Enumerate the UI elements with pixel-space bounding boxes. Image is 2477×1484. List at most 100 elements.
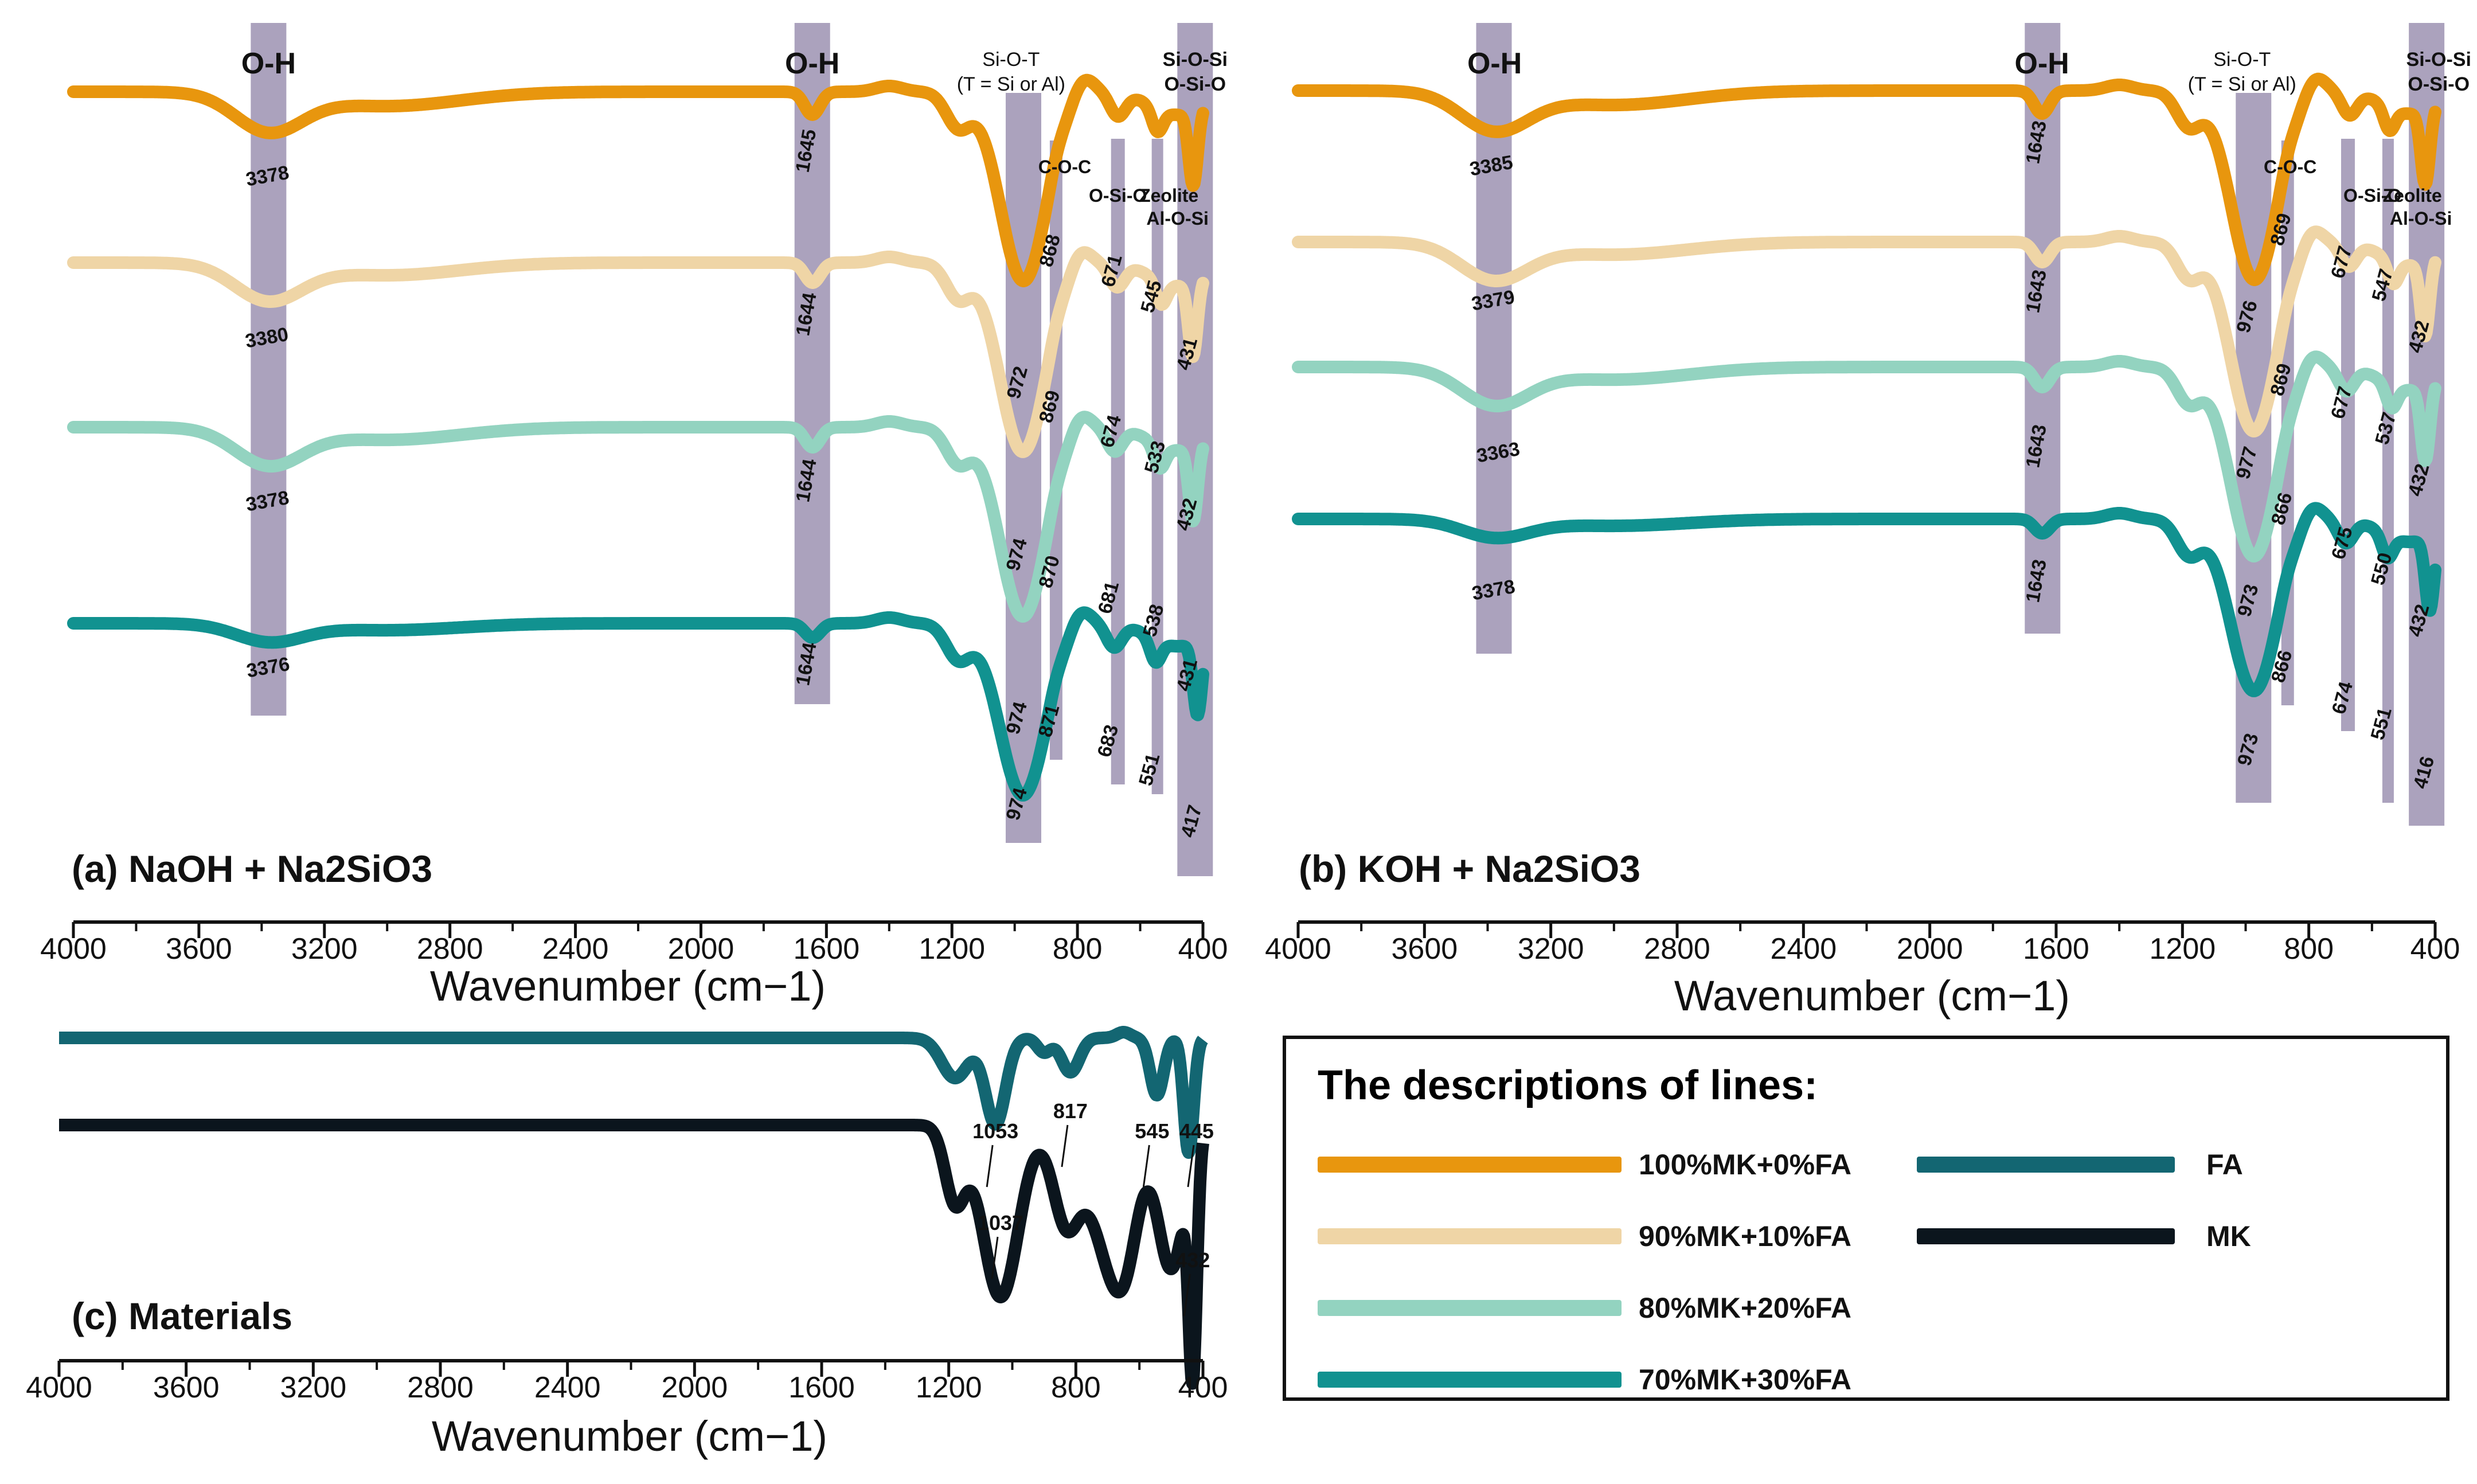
band-label-b-oh1: O-H xyxy=(1467,47,1522,80)
legend-label-fa: FA xyxy=(2206,1149,2243,1181)
series-b-mk70 xyxy=(1292,502,2441,697)
legend-label-mk: MK xyxy=(2206,1220,2251,1252)
series-a-mk70 xyxy=(67,606,1209,802)
series-b-mk90 xyxy=(1292,225,2441,438)
legend-label-90mk: 90%MK+10%FA xyxy=(1639,1220,1851,1252)
series-c-mk xyxy=(53,1119,1209,1390)
tick-label-b-1200: 1200 xyxy=(2149,932,2216,966)
tick-label-c-2800: 2800 xyxy=(407,1371,474,1404)
band-a-oh-2 xyxy=(794,23,830,704)
peak-label-c-mk-1: 432 xyxy=(1175,1248,1210,1272)
peak-label-c-fa-3: 445 xyxy=(1179,1119,1214,1143)
tick-label-a-1200: 1200 xyxy=(919,932,985,966)
legend: The descriptions of lines: 100%MK+0%FA 9… xyxy=(1283,1036,2449,1401)
tick-label-b-2000: 2000 xyxy=(1897,932,1963,966)
leader-line xyxy=(991,1236,999,1279)
legend-swatch-100mk xyxy=(1318,1157,1622,1173)
legend-swatch-mk xyxy=(1917,1228,2175,1244)
legend-item-100mk: 100%MK+0%FA xyxy=(1318,1148,1851,1181)
leader-line xyxy=(1061,1124,1069,1167)
band-b-oh-1 xyxy=(1476,23,1512,654)
tick-label-b-800: 800 xyxy=(2284,932,2334,966)
legend-item-fa: FA xyxy=(1917,1148,2243,1181)
leader-line xyxy=(1187,1145,1195,1188)
tick-label-a-2000: 2000 xyxy=(668,932,734,966)
band-b-osio xyxy=(2341,139,2355,731)
tick-label-c-1200: 1200 xyxy=(916,1371,982,1404)
peak-label-c-fa-0: 1053 xyxy=(972,1119,1018,1143)
tick-label-c-2000: 2000 xyxy=(661,1371,728,1404)
band-label-a-oh1: O-H xyxy=(241,47,296,80)
x-axis-title-a: Wavenumber (cm−1) xyxy=(430,962,826,1010)
panel-title-c: (c) Materials xyxy=(72,1295,292,1337)
band-label-a-oh2: O-H xyxy=(785,47,839,80)
band-label-b-siot-sub: (T = Si or Al) xyxy=(2188,73,2296,95)
band-label-a-siosi: Si-O-Si xyxy=(1163,49,1228,71)
band-label-a-osio2: O-Si-O xyxy=(1164,73,1226,95)
tick-label-c-400: 400 xyxy=(1178,1371,1228,1404)
x-axis-title-c: Wavenumber (cm−1) xyxy=(432,1412,827,1460)
band-label-b-zeolite: Zeolite xyxy=(2383,185,2442,206)
tick-label-b-2400: 2400 xyxy=(1770,932,1837,966)
tick-label-c-4000: 4000 xyxy=(26,1371,92,1404)
tick-label-a-3600: 3600 xyxy=(166,932,232,966)
peak-label-c-mk-0: 1037 xyxy=(978,1211,1023,1235)
series-a-mk100 xyxy=(67,73,1209,287)
band-a-osio xyxy=(1111,139,1125,784)
tick-label-b-4000: 4000 xyxy=(1265,932,1331,966)
tick-label-a-3200: 3200 xyxy=(291,932,358,966)
legend-swatch-80mk xyxy=(1318,1300,1622,1316)
band-label-b-siot: Si-O-T xyxy=(2213,49,2271,71)
legend-label-100mk: 100%MK+0%FA xyxy=(1639,1149,1851,1181)
legend-label-80mk: 80%MK+20%FA xyxy=(1639,1292,1851,1324)
tick-label-b-3200: 3200 xyxy=(1518,932,1584,966)
series-b-mk80 xyxy=(1292,350,2441,563)
legend-swatch-fa xyxy=(1917,1157,2175,1173)
band-label-b-coc: C-O-C xyxy=(2264,157,2316,177)
peak-label-a-s2-p5: 538 xyxy=(1139,602,1168,639)
legend-label-70mk: 70%MK+30%FA xyxy=(1639,1364,1851,1396)
legend-item-90mk: 90%MK+10%FA xyxy=(1318,1220,1851,1253)
tick-label-c-800: 800 xyxy=(1051,1371,1101,1404)
legend-item-mk: MK xyxy=(1917,1220,2251,1253)
legend-item-70mk: 70%MK+30%FA xyxy=(1318,1363,1851,1396)
tick-label-c-3200: 3200 xyxy=(280,1371,346,1404)
legend-item-80mk: 80%MK+20%FA xyxy=(1318,1291,1851,1325)
band-label-a-coc: C-O-C xyxy=(1038,157,1091,177)
band-label-b-oh2: O-H xyxy=(2015,47,2069,80)
tick-label-a-2800: 2800 xyxy=(417,932,483,966)
series-a-mk80 xyxy=(67,411,1209,623)
band-label-a-osio: O-Si-O xyxy=(1089,185,1147,206)
series-b-mk100 xyxy=(1292,72,2441,286)
band-b-zeolite xyxy=(2382,139,2394,803)
band-label-a-siot: Si-O-T xyxy=(982,49,1040,71)
band-a-siot xyxy=(1005,93,1041,843)
panel-title-b: (b) KOH + Na2SiO3 xyxy=(1299,848,1640,890)
tick-label-c-2400: 2400 xyxy=(534,1371,601,1404)
series-c-fa xyxy=(53,1026,1209,1159)
tick-label-c-3600: 3600 xyxy=(153,1371,220,1404)
leader-line xyxy=(986,1145,994,1188)
band-label-b-osio: O-Si-O xyxy=(2343,185,2401,206)
legend-swatch-70mk xyxy=(1318,1372,1622,1388)
tick-label-b-2800: 2800 xyxy=(1644,932,1710,966)
band-label-b-alosi: Al-O-Si xyxy=(2390,208,2452,229)
peak-label-c-fa-2: 545 xyxy=(1135,1119,1169,1143)
peak-label-b-s1-p5: 537 xyxy=(2371,410,2400,447)
tick-label-b-400: 400 xyxy=(2410,932,2460,966)
tick-label-b-3600: 3600 xyxy=(1391,932,1458,966)
band-label-a-alosi: Al-O-Si xyxy=(1146,208,1208,229)
tick-label-c-1600: 1600 xyxy=(788,1371,855,1404)
tick-label-a-1600: 1600 xyxy=(793,932,859,966)
band-label-b-siosi: Si-O-Si xyxy=(2406,49,2471,71)
tick-label-a-400: 400 xyxy=(1178,932,1228,966)
peak-label-c-fa-1: 817 xyxy=(1053,1099,1088,1123)
band-label-a-zeolite: Zeolite xyxy=(1139,185,1198,206)
tick-label-a-800: 800 xyxy=(1053,932,1103,966)
tick-label-b-1600: 1600 xyxy=(2023,932,2089,966)
panel-title-a: (a) NaOH + Na2SiO3 xyxy=(72,848,432,890)
legend-swatch-90mk xyxy=(1318,1228,1622,1244)
legend-title: The descriptions of lines: xyxy=(1318,1063,1818,1108)
band-label-b-osio2: O-Si-O xyxy=(2408,73,2470,95)
